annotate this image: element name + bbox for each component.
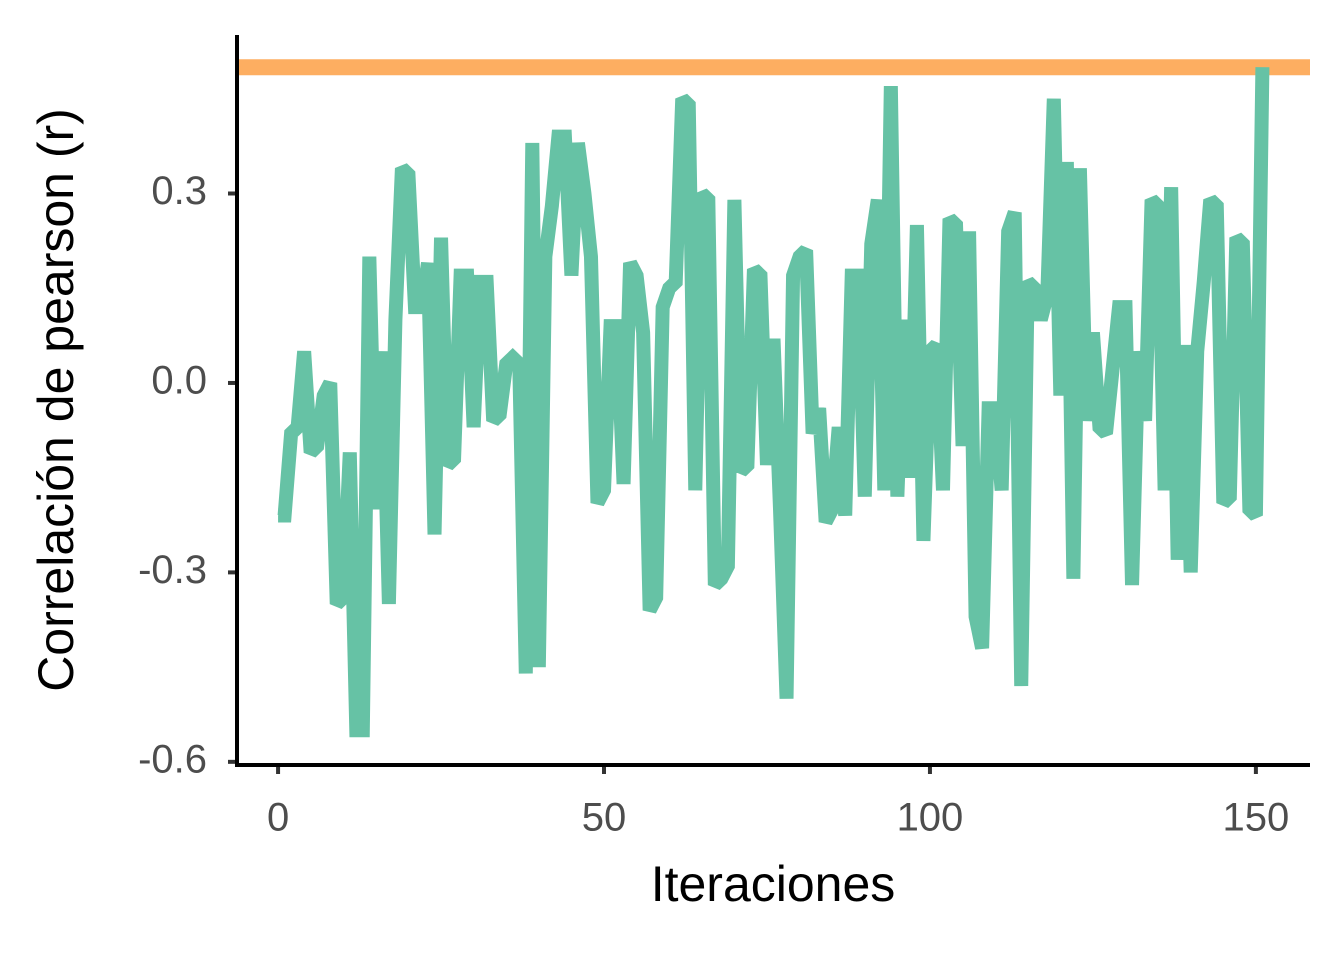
y-axis-title: Correlación de pearson (r)	[28, 108, 84, 692]
y-tick-label: -0.3	[138, 548, 207, 592]
x-tick-label: 50	[582, 796, 627, 840]
data-line	[277, 67, 1270, 738]
x-tick-label: 100	[897, 796, 964, 840]
y-tick-label: 0.0	[151, 359, 207, 403]
y-tick-label: 0.3	[151, 169, 207, 213]
x-tick-label: 150	[1223, 796, 1290, 840]
x-tick-label: 0	[267, 796, 289, 840]
y-tick-label: -0.6	[138, 737, 207, 781]
x-axis-title: Iteraciones	[651, 856, 896, 912]
